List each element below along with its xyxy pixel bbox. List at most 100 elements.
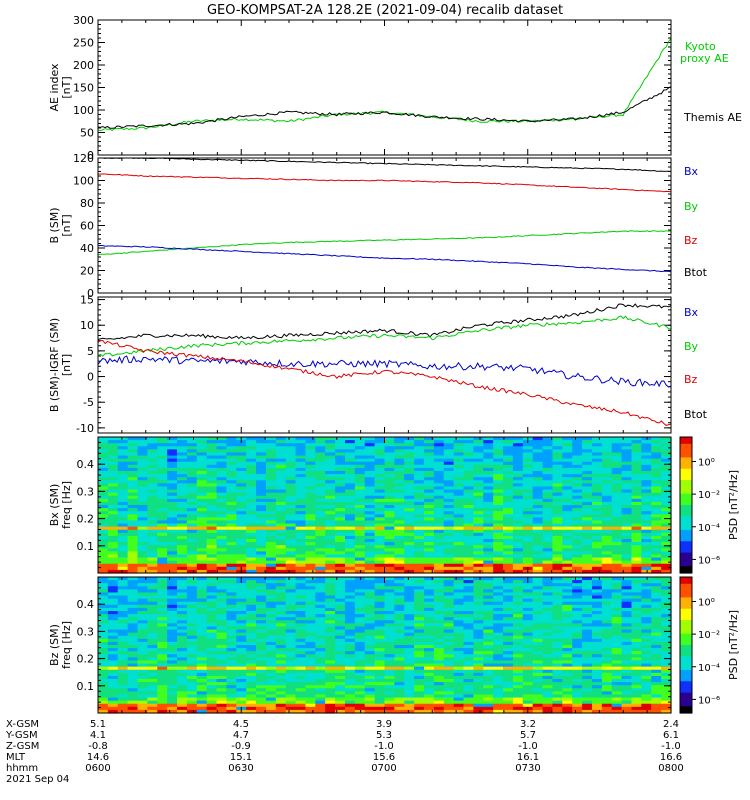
legend-label: By bbox=[684, 340, 699, 353]
colorbar-label: PSD [nT²/Hz] bbox=[727, 470, 740, 540]
footer-value: 5.7 bbox=[520, 730, 536, 741]
footer-value: 16.6 bbox=[660, 752, 682, 763]
footer-value: -1.0 bbox=[518, 741, 538, 752]
y-tick-label: 5 bbox=[87, 345, 94, 358]
footer-value: 4.1 bbox=[90, 730, 106, 741]
series-line-by bbox=[97, 230, 672, 256]
footer-row-label: hhmm bbox=[6, 763, 38, 774]
legend-label: proxy AE bbox=[680, 52, 729, 65]
spectrogram-panel-1: 0.10.20.30.4Bx (SM)freq [Hz]10⁰10⁻²10⁻⁴1… bbox=[48, 436, 740, 574]
y-tick-label: 200 bbox=[73, 59, 94, 72]
footer-value: 15.1 bbox=[230, 752, 252, 763]
line-panel-2: 0 20 40 60 80 100 120 B (SM)[nT] Bx By Bz Btot bbox=[48, 152, 708, 300]
footer-value: 14.6 bbox=[87, 752, 109, 763]
legend-label: Themis AE bbox=[683, 111, 742, 124]
footer-value: 4.7 bbox=[233, 730, 249, 741]
footer-row-label: Y-GSM bbox=[5, 730, 38, 741]
footer-value: 0800 bbox=[658, 763, 683, 774]
colorbar-tick-label: 10⁻⁴ bbox=[698, 663, 720, 674]
series-line-kyoto-proxy-ae bbox=[97, 38, 672, 132]
y-tick-label: 60 bbox=[80, 220, 94, 233]
panel-frame bbox=[97, 296, 672, 434]
footer-row-label: X-GSM bbox=[6, 719, 39, 730]
footer-value: -0.8 bbox=[88, 741, 108, 752]
y-axis-label: B (SM)-IGRF (SM)[nT] bbox=[48, 318, 73, 412]
series-line-btot bbox=[97, 303, 672, 340]
y-tick-label: 0.3 bbox=[77, 485, 95, 498]
footer-value: 5.1 bbox=[90, 719, 106, 730]
footer-value: 2.4 bbox=[663, 719, 679, 730]
colorbar-tick-label: 10⁻² bbox=[698, 630, 720, 641]
y-tick-label: 0 bbox=[87, 371, 94, 384]
legend-label: Bx bbox=[684, 306, 699, 319]
footer-row-label: MLT bbox=[6, 752, 26, 763]
y-tick-label: 0.2 bbox=[77, 653, 95, 666]
colorbar-tick-label: 10⁰ bbox=[698, 597, 715, 608]
footer-value: -0.9 bbox=[231, 741, 251, 752]
page-title: GEO-KOMPSAT-2A 128.2E (2021-09-04) recal… bbox=[207, 3, 563, 18]
y-tick-label: 300 bbox=[73, 14, 94, 27]
footer-value: 0630 bbox=[228, 763, 253, 774]
y-tick-label: 20 bbox=[80, 265, 94, 278]
line-panel-3: -10 -5 0 5 10 15 B (SM)-IGRF (SM)[nT] Bx By Bz Bto… bbox=[48, 294, 708, 435]
colorbar-label: PSD [nT²/Hz] bbox=[727, 610, 740, 680]
footer-value: 6.1 bbox=[663, 730, 679, 741]
footer-value: 0700 bbox=[371, 763, 396, 774]
footer-value: 0730 bbox=[515, 763, 540, 774]
y-tick-label: 0.3 bbox=[77, 625, 95, 638]
colorbar-tick-label: 10⁻² bbox=[698, 490, 720, 501]
y-tick-label: 40 bbox=[80, 242, 94, 255]
y-tick-label: 0.4 bbox=[77, 458, 95, 471]
colorbar-tick-label: 10⁻⁶ bbox=[698, 695, 720, 706]
series-line-bx bbox=[97, 355, 672, 388]
y-tick-label: 0.2 bbox=[77, 513, 95, 526]
colorbar-tick-label: 10⁰ bbox=[698, 457, 715, 468]
y-tick-label: 150 bbox=[73, 82, 94, 95]
line-panel-1: 0 50 100 150 200 250 300 AE index[nT] Kyotoproxy… bbox=[48, 14, 742, 162]
legend-label: Bz bbox=[684, 234, 698, 247]
legend-label: Kyoto bbox=[685, 40, 716, 53]
y-tick-label: 120 bbox=[73, 152, 94, 165]
y-tick-label: 0 bbox=[87, 287, 94, 300]
footer-value: -1.0 bbox=[661, 741, 681, 752]
footer-value: 16.1 bbox=[517, 752, 539, 763]
y-tick-label: 100 bbox=[73, 104, 94, 117]
spectrogram-panel-2: 0.10.20.30.4Bz (SM)freq [Hz]10⁰10⁻²10⁻⁴1… bbox=[48, 576, 740, 714]
y-axis-label: AE index[nT] bbox=[48, 63, 73, 112]
footer-value: 15.6 bbox=[373, 752, 395, 763]
y-axis-label: B (SM)[nT] bbox=[48, 207, 73, 243]
y-tick-label: 80 bbox=[80, 197, 94, 210]
footer-row-label: Z-GSM bbox=[6, 741, 39, 752]
colorbar-tick-label: 10⁻⁶ bbox=[698, 555, 720, 566]
footer-date: 2021 Sep 04 bbox=[6, 774, 69, 785]
y-tick-label: 50 bbox=[80, 127, 94, 140]
series-line-bx bbox=[97, 173, 672, 193]
footer-value: 3.9 bbox=[376, 719, 392, 730]
series-line-by bbox=[97, 315, 671, 357]
legend-label: Bx bbox=[684, 165, 699, 178]
colorbar: 10⁰ 10⁻² 10⁻⁴ 10⁻⁶ PSD [nT²/Hz] bbox=[679, 576, 740, 714]
y-tick-label: 250 bbox=[73, 37, 94, 50]
y-tick-label: 100 bbox=[73, 175, 94, 188]
y-tick-label: 0.4 bbox=[77, 598, 95, 611]
colorbar-tick-label: 10⁻⁴ bbox=[698, 523, 720, 534]
y-tick-label: 10 bbox=[80, 319, 94, 332]
panel-frame bbox=[97, 19, 672, 156]
legend-label: Btot bbox=[684, 266, 708, 279]
y-axis-label: Bx (SM)freq [Hz] bbox=[48, 481, 73, 529]
footer-value: -1.0 bbox=[374, 741, 394, 752]
panel-frame bbox=[97, 157, 672, 294]
legend-label: By bbox=[684, 200, 699, 213]
y-tick-label: 0.1 bbox=[77, 540, 95, 553]
series-line-themis-ae bbox=[97, 86, 672, 129]
footer-value: 4.5 bbox=[233, 719, 249, 730]
series-line-bz bbox=[97, 339, 672, 426]
footer-value: 0600 bbox=[85, 763, 110, 774]
y-tick-label: 0.1 bbox=[77, 680, 95, 693]
y-tick-label: 0 bbox=[87, 149, 94, 162]
y-tick-label: -10 bbox=[76, 422, 94, 435]
y-tick-label: -5 bbox=[83, 396, 94, 409]
footer-value: 5.3 bbox=[376, 730, 392, 741]
colorbar: 10⁰ 10⁻² 10⁻⁴ 10⁻⁶ PSD [nT²/Hz] bbox=[679, 436, 740, 574]
